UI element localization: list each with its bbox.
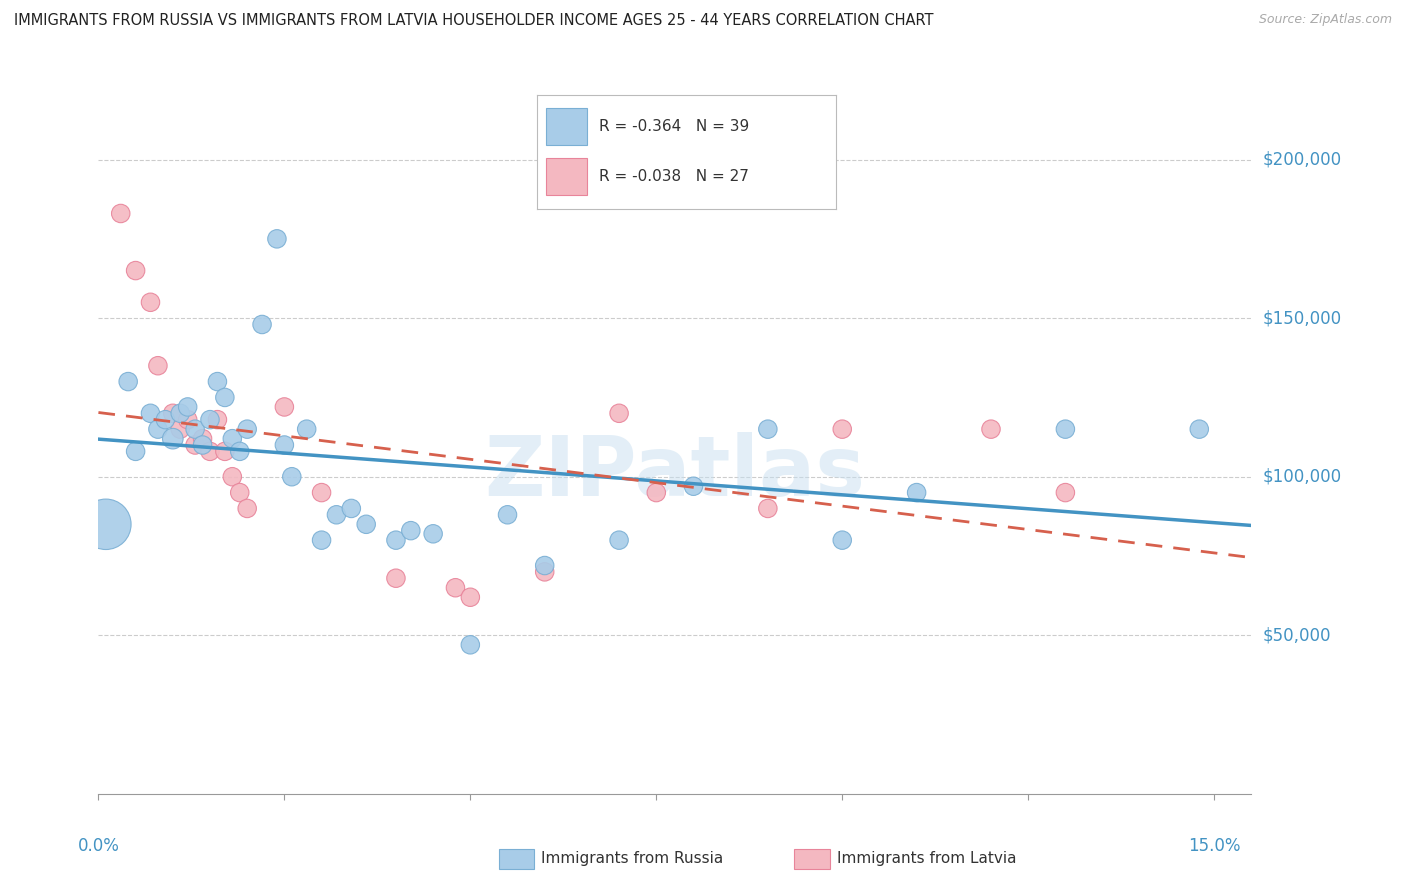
Point — [1054, 485, 1077, 500]
Text: ZIPatlas: ZIPatlas — [485, 433, 865, 513]
Point — [207, 412, 229, 426]
Point — [496, 508, 519, 522]
Point — [191, 438, 214, 452]
Text: Immigrants from Latvia: Immigrants from Latvia — [837, 851, 1017, 865]
Point — [184, 438, 207, 452]
Text: $200,000: $200,000 — [1263, 151, 1341, 169]
Point — [422, 526, 444, 541]
Point — [831, 422, 853, 436]
Point — [311, 533, 333, 548]
Point — [146, 359, 169, 373]
Point — [607, 533, 630, 548]
Point — [607, 406, 630, 420]
Point — [155, 412, 177, 426]
Point — [229, 444, 252, 458]
Point — [169, 406, 191, 420]
Point — [176, 412, 198, 426]
Point — [325, 508, 347, 522]
Point — [139, 295, 162, 310]
Point — [191, 432, 214, 446]
Point — [236, 501, 259, 516]
Point — [184, 422, 207, 436]
Point — [273, 438, 295, 452]
Point — [176, 400, 198, 414]
Point — [198, 412, 221, 426]
Point — [460, 591, 482, 605]
Point — [124, 263, 146, 277]
Point — [139, 406, 162, 420]
Point — [385, 533, 408, 548]
Point — [533, 565, 555, 579]
Text: IMMIGRANTS FROM RUSSIA VS IMMIGRANTS FROM LATVIA HOUSEHOLDER INCOME AGES 25 - 44: IMMIGRANTS FROM RUSSIA VS IMMIGRANTS FRO… — [14, 13, 934, 29]
Point — [236, 422, 259, 436]
Point — [250, 318, 273, 332]
Point — [169, 422, 191, 436]
Point — [831, 533, 853, 548]
Point — [399, 524, 422, 538]
Point — [905, 485, 928, 500]
Point — [229, 485, 252, 500]
Point — [281, 469, 304, 483]
Point — [146, 422, 169, 436]
Point — [533, 558, 555, 573]
Point — [311, 485, 333, 500]
Point — [273, 400, 295, 414]
Point — [460, 638, 482, 652]
Point — [162, 432, 184, 446]
Point — [198, 444, 221, 458]
Text: $150,000: $150,000 — [1263, 310, 1341, 327]
Point — [214, 444, 236, 458]
Point — [221, 432, 243, 446]
Point — [444, 581, 467, 595]
Point — [385, 571, 408, 585]
Point — [207, 375, 229, 389]
Point — [110, 206, 132, 220]
Point — [354, 517, 377, 532]
Point — [162, 406, 184, 420]
Point — [266, 232, 288, 246]
Text: $100,000: $100,000 — [1263, 467, 1341, 486]
Text: 15.0%: 15.0% — [1188, 837, 1240, 855]
Point — [94, 517, 117, 532]
Point — [756, 422, 779, 436]
Point — [980, 422, 1002, 436]
Text: Immigrants from Russia: Immigrants from Russia — [541, 851, 724, 865]
Point — [117, 375, 139, 389]
Point — [221, 469, 243, 483]
Point — [124, 444, 146, 458]
Point — [756, 501, 779, 516]
Point — [645, 485, 668, 500]
Text: 0.0%: 0.0% — [77, 837, 120, 855]
Point — [340, 501, 363, 516]
Point — [682, 479, 704, 493]
Text: Source: ZipAtlas.com: Source: ZipAtlas.com — [1258, 13, 1392, 27]
Text: $50,000: $50,000 — [1263, 626, 1331, 644]
Point — [214, 391, 236, 405]
Point — [1054, 422, 1077, 436]
Point — [295, 422, 318, 436]
Point — [1188, 422, 1211, 436]
